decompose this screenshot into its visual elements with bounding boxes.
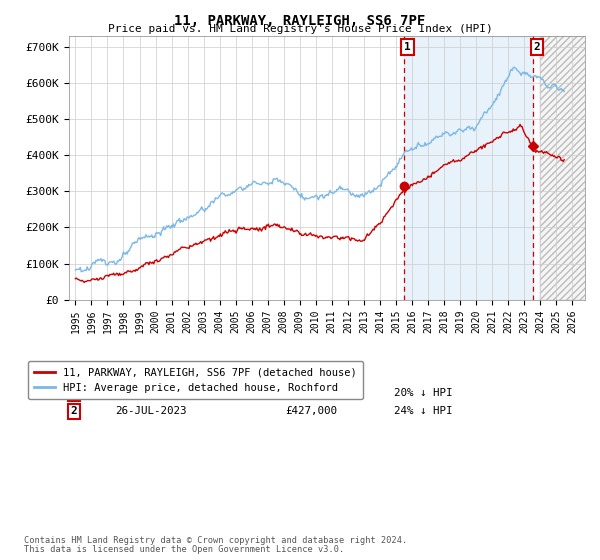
Text: Contains HM Land Registry data © Crown copyright and database right 2024.: Contains HM Land Registry data © Crown c… — [24, 536, 407, 545]
Text: 2: 2 — [534, 42, 541, 52]
Bar — [404, 36, 533, 300]
Text: Price paid vs. HM Land Registry's House Price Index (HPI): Price paid vs. HM Land Registry's House … — [107, 24, 493, 34]
Text: £315,000: £315,000 — [286, 388, 338, 398]
Text: 23-JUN-2015: 23-JUN-2015 — [115, 388, 187, 398]
Text: 24% ↓ HPI: 24% ↓ HPI — [394, 407, 452, 417]
Bar — [540, 36, 596, 300]
Text: 11, PARKWAY, RAYLEIGH, SS6 7PF: 11, PARKWAY, RAYLEIGH, SS6 7PF — [175, 14, 425, 28]
Bar — [540, 36, 596, 300]
Text: £427,000: £427,000 — [286, 407, 338, 417]
Text: 2: 2 — [71, 407, 77, 417]
Text: 1: 1 — [404, 42, 411, 52]
Text: 1: 1 — [71, 388, 77, 398]
Text: 26-JUL-2023: 26-JUL-2023 — [115, 407, 187, 417]
Text: 20% ↓ HPI: 20% ↓ HPI — [394, 388, 452, 398]
Text: This data is licensed under the Open Government Licence v3.0.: This data is licensed under the Open Gov… — [24, 544, 344, 554]
Legend: 11, PARKWAY, RAYLEIGH, SS6 7PF (detached house), HPI: Average price, detached ho: 11, PARKWAY, RAYLEIGH, SS6 7PF (detached… — [28, 361, 363, 399]
